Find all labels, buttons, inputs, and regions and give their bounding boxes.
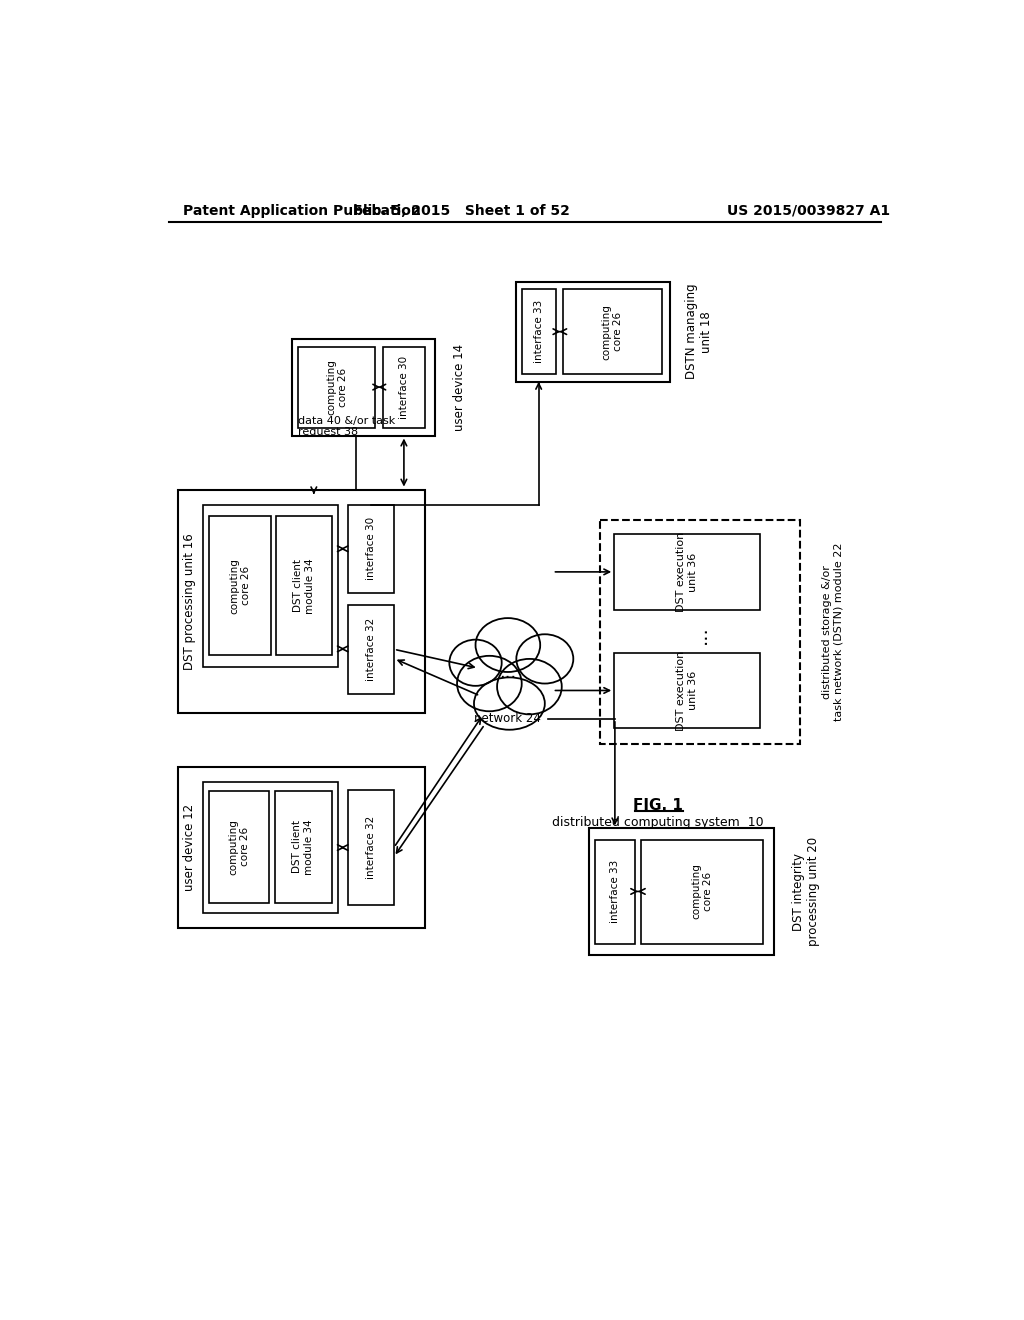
Bar [641, 840, 763, 944]
Bar [563, 289, 662, 374]
Text: user device 14: user device 14 [453, 345, 466, 432]
Text: computing
core 26: computing core 26 [229, 558, 251, 614]
Text: interface 33: interface 33 [534, 300, 544, 363]
Text: computing
core 26: computing core 26 [228, 818, 250, 875]
Text: computing
core 26: computing core 26 [326, 359, 348, 414]
Text: DST client
module 34: DST client module 34 [293, 558, 314, 614]
Text: interface 33: interface 33 [610, 859, 620, 923]
Text: distributed computing system  10: distributed computing system 10 [552, 816, 764, 829]
Text: DST integrity
processing unit 20: DST integrity processing unit 20 [792, 837, 820, 946]
Text: data 40 &/or task
request 38: data 40 &/or task request 38 [298, 416, 395, 437]
Text: DST client
module 34: DST client module 34 [292, 818, 313, 875]
Text: US 2015/0039827 A1: US 2015/0039827 A1 [727, 203, 890, 218]
Text: interface 32: interface 32 [366, 816, 376, 879]
Text: network 24: network 24 [474, 713, 542, 726]
Bar [589, 829, 773, 956]
Bar [178, 767, 425, 928]
Text: Feb. 5, 2015   Sheet 1 of 52: Feb. 5, 2015 Sheet 1 of 52 [353, 203, 570, 218]
Bar [348, 789, 394, 906]
Text: user device 12: user device 12 [182, 804, 196, 891]
Ellipse shape [450, 640, 502, 686]
Text: DSTN managing
unit 18: DSTN managing unit 18 [685, 284, 713, 379]
Ellipse shape [516, 635, 573, 684]
Text: interface 32: interface 32 [366, 618, 376, 681]
Bar [595, 840, 635, 944]
Bar [348, 506, 394, 594]
Text: ...: ... [500, 664, 516, 681]
Bar [614, 653, 761, 729]
Bar [614, 535, 761, 610]
Text: computing
core 26: computing core 26 [602, 304, 624, 359]
Text: ...: ... [691, 624, 710, 644]
Text: computing
core 26: computing core 26 [691, 863, 713, 919]
Text: distributed storage &/or
task network (DSTN) module 22: distributed storage &/or task network (D… [822, 543, 844, 721]
Text: DST execution
unit 36: DST execution unit 36 [677, 532, 698, 612]
Bar [515, 281, 670, 381]
Text: DST processing unit 16: DST processing unit 16 [182, 533, 196, 669]
Bar [521, 289, 556, 374]
Bar [209, 792, 269, 903]
Bar [203, 781, 338, 913]
Text: interface 30: interface 30 [399, 355, 409, 418]
Bar [298, 347, 376, 428]
Bar [203, 506, 338, 667]
Ellipse shape [474, 677, 545, 730]
Bar [276, 516, 332, 655]
Bar [348, 605, 394, 693]
Bar [600, 520, 801, 743]
Bar [209, 516, 270, 655]
Ellipse shape [457, 656, 521, 711]
Ellipse shape [497, 659, 562, 714]
Text: interface 30: interface 30 [366, 517, 376, 581]
Text: FIG. 1: FIG. 1 [633, 797, 683, 813]
Ellipse shape [475, 618, 541, 672]
Bar [274, 792, 332, 903]
Bar [178, 490, 425, 713]
Text: Patent Application Publication: Patent Application Publication [183, 203, 421, 218]
Text: DST execution
unit 36: DST execution unit 36 [677, 651, 698, 730]
Bar [383, 347, 425, 428]
Bar [292, 339, 435, 436]
